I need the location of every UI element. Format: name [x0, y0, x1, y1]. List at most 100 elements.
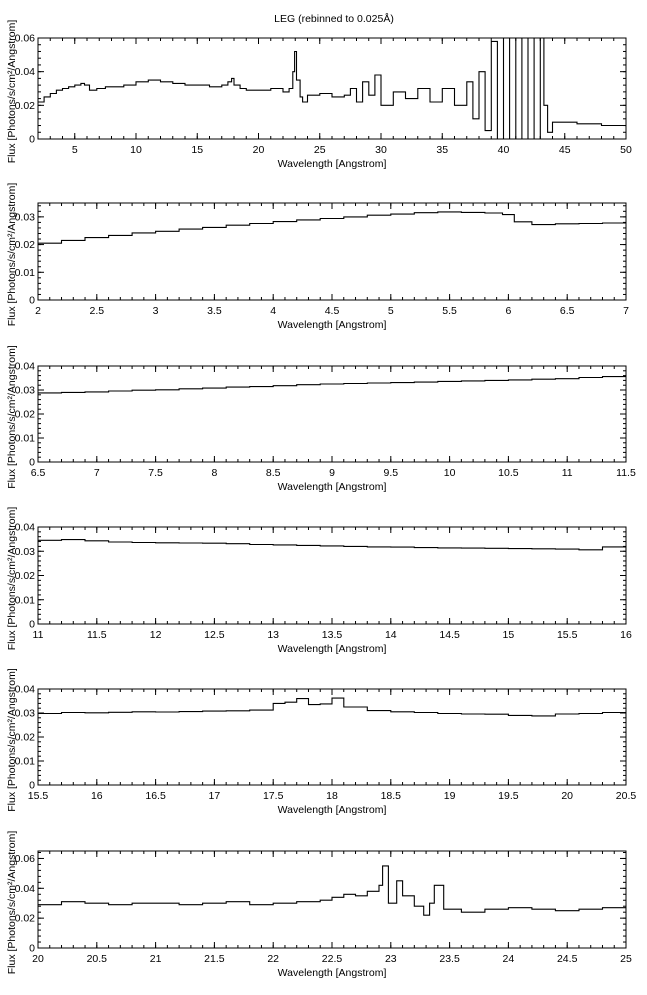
x-tick-label: 15: [191, 144, 203, 156]
trace-group: [38, 211, 626, 244]
y-tick-label: 0.02: [15, 732, 36, 744]
spectrum-trace-1: [38, 697, 626, 718]
x-axis-label: Wavelength [Angstrom]: [278, 643, 387, 655]
x-axis-label: Wavelength [Angstrom]: [278, 967, 387, 979]
x-tick-label: 25: [620, 953, 632, 965]
x-tick-label: 30: [375, 144, 387, 156]
panels: 5 10 15 20 25 30 35 40 45 5000.020.040.06Waveleng…: [6, 20, 636, 979]
x-tick-label: 9.5: [383, 467, 398, 479]
y-tick-label: 0.02: [15, 100, 36, 112]
trace-group: [38, 865, 626, 916]
trace-group: [38, 38, 626, 139]
x-tick-label: 13.5: [322, 629, 343, 641]
x-tick-label: 2: [35, 305, 41, 317]
x-tick-label: 4.5: [325, 305, 340, 317]
spectrum-trace-1: [38, 211, 626, 244]
y-tick-label: 0.03: [15, 708, 36, 720]
chart-panel-3: 6.5 7 7.5 8 8.5 9 9.5 10 10.5 11 11.5 0 0.01 0.02 0.03…: [6, 345, 636, 493]
spectrum-trace-1: [38, 865, 626, 916]
y-tick-label: 0.03: [15, 211, 36, 223]
x-tick-label: 3.5: [207, 305, 222, 317]
x-tick-label: 7.5: [148, 467, 163, 479]
chart-panel-4: 11 11.5 12 12.5 13 13.5 14 14.5 15 15.5 16 0 0.01 0.0…: [6, 507, 632, 655]
x-tick-label: 14.5: [439, 629, 460, 641]
chart-panel-2: 2 2.5 3 3.5 4 4.5 5 5.5 6 6.5 7 0 0.01 0.02 0.03 Wavele…: [6, 183, 629, 331]
x-tick-label: 12: [150, 629, 162, 641]
x-tick-label: 24: [503, 953, 515, 965]
trace-group: [38, 539, 626, 551]
trace-group: [38, 697, 626, 718]
x-tick-label: 5.5: [442, 305, 457, 317]
trace-group: [38, 376, 626, 394]
x-axis-label: Wavelength [Angstrom]: [278, 804, 387, 816]
y-tick-label: 0.06: [15, 33, 36, 45]
x-tick-label: 20: [253, 144, 265, 156]
y-tick-label: 0.04: [15, 361, 36, 373]
x-axis-label: Wavelength [Angstrom]: [278, 481, 387, 493]
x-tick-label: 11.5: [616, 467, 636, 479]
plot-frame: [37, 37, 627, 140]
y-tick-label: 0.03: [15, 385, 36, 397]
x-axis-label: Wavelength [Angstrom]: [278, 158, 387, 170]
x-tick-label: 50: [620, 144, 632, 156]
x-tick-label: 7: [623, 305, 629, 317]
x-tick-label: 10: [444, 467, 456, 479]
x-tick-label: 45: [559, 144, 571, 156]
x-tick-label: 25: [314, 144, 326, 156]
x-tick-label: 23.5: [439, 953, 460, 965]
x-tick-label: 3: [153, 305, 159, 317]
y-tick-label: 0.01: [15, 756, 36, 768]
y-tick-label: 0: [29, 780, 35, 792]
x-tick-label: 5: [388, 305, 394, 317]
y-axis-label: Flux [Photons/s/cm²/Angstrom]: [6, 507, 18, 651]
x-tick-label: 11: [33, 629, 44, 641]
y-tick-label: 0.04: [15, 66, 36, 78]
plot-frame: [37, 202, 627, 301]
x-tick-label: 24.5: [557, 953, 578, 965]
x-tick-label: 2.5: [89, 305, 104, 317]
y-axis-label: Flux [Photons/s/cm²/Angstrom]: [6, 345, 18, 489]
x-tick-label: 14: [385, 629, 397, 641]
x-tick-label: 18: [326, 790, 338, 802]
x-tick-label: 6.5: [560, 305, 575, 317]
x-tick-label: 4: [270, 305, 276, 317]
x-tick-label: 20.5: [87, 953, 108, 965]
chart-panel-5: 15.5 16 16.5 17 17.5 18 18.5 19 19.5 20 20.5 0 0.01 0…: [6, 668, 636, 816]
y-axis-label: Flux [Photons/s/cm²/Angstrom]: [6, 668, 18, 812]
y-tick-label: 0.04: [15, 883, 36, 895]
x-tick-label: 11.5: [87, 629, 107, 641]
y-tick-label: 0.01: [15, 594, 36, 606]
x-tick-label: 22.5: [322, 953, 343, 965]
x-tick-label: 19.5: [498, 790, 519, 802]
y-tick-label: 0.02: [15, 239, 36, 251]
x-tick-label: 20.5: [616, 790, 637, 802]
x-tick-label: 8.5: [266, 467, 281, 479]
y-tick-label: 0.02: [15, 913, 36, 925]
x-tick-label: 9: [329, 467, 335, 479]
y-tick-label: 0: [29, 457, 35, 469]
x-tick-label: 10.5: [498, 467, 519, 479]
x-tick-label: 40: [498, 144, 510, 156]
spectrum-trace-1: [38, 376, 626, 394]
plot-frame: [37, 365, 627, 463]
x-tick-label: 16: [620, 629, 632, 641]
plot-frame: [37, 526, 627, 625]
x-tick-label: 20: [32, 953, 44, 965]
y-tick-label: 0.04: [15, 684, 36, 696]
x-tick-label: 8: [211, 467, 217, 479]
y-tick-label: 0: [29, 295, 35, 307]
y-axis-label: Flux [Photons/s/cm²/Angstrom]: [6, 183, 18, 327]
x-tick-label: 13: [267, 629, 279, 641]
x-tick-label: 10: [130, 144, 142, 156]
x-tick-label: 7: [94, 467, 100, 479]
x-tick-label: 23: [385, 953, 397, 965]
x-tick-label: 19: [444, 790, 456, 802]
y-tick-label: 0.01: [15, 433, 36, 445]
x-tick-label: 11: [562, 467, 573, 479]
y-axis-label: Flux [Photons/s/cm²/Angstrom]: [6, 20, 18, 164]
x-tick-label: 21.5: [204, 953, 225, 965]
x-tick-label: 16: [91, 790, 103, 802]
x-tick-label: 17.5: [263, 790, 284, 802]
chart-panel-1: 5 10 15 20 25 30 35 40 45 50 0 0.02 0.04 0.06 Waveleng…: [6, 20, 632, 170]
